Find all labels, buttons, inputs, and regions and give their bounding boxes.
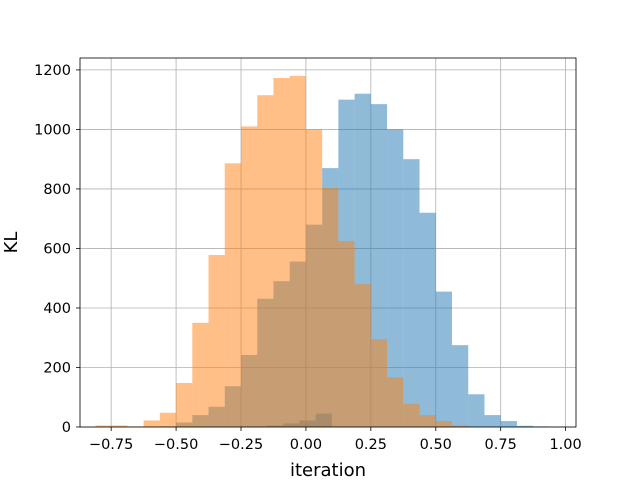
histogram-bar: [257, 95, 274, 428]
x-tick-label: −0.75: [89, 437, 133, 453]
histogram-bar: [95, 425, 112, 427]
histogram-bar: [387, 377, 404, 427]
y-tick-label: 200: [43, 360, 71, 376]
y-tick-label: 400: [43, 301, 71, 317]
histogram-bar: [370, 339, 388, 427]
histogram-bar: [435, 291, 452, 427]
histogram-bar: [387, 129, 404, 427]
histogram-bar: [419, 415, 436, 427]
histogram-bar: [516, 425, 534, 427]
histogram-bar: [208, 254, 225, 427]
histogram-bar: [419, 212, 436, 427]
x-tick-label: 0.75: [485, 437, 517, 453]
y-tick-label: 1200: [34, 63, 71, 79]
histogram-bar: [224, 163, 242, 427]
histogram-bar: [289, 75, 306, 428]
histogram-bars: [95, 75, 566, 428]
axis-ticks: −0.75 −0.50 −0.25 0.00 0.25 0.50 0.75 1.00 0 200 4…: [34, 63, 582, 453]
histogram-bar: [305, 129, 323, 427]
histogram-series-2: [95, 75, 485, 428]
histogram-bar: [484, 415, 501, 427]
histogram-bar: [403, 403, 420, 427]
y-axis-label: KL: [1, 232, 22, 254]
plot-frame: [79, 57, 577, 428]
histogram-bar: [338, 241, 355, 427]
x-tick-label: 1.00: [549, 437, 581, 453]
x-tick-label: 0.00: [290, 437, 322, 453]
histogram-bar: [435, 421, 452, 427]
y-tick-label: 0: [62, 420, 71, 436]
x-axis-label: iteration: [290, 460, 366, 480]
histogram-bar: [111, 425, 128, 427]
x-tick-label: 0.25: [355, 437, 387, 453]
histogram-bar: [452, 425, 469, 427]
histogram-bar: [500, 421, 517, 427]
histogram-bar: [176, 382, 193, 427]
x-tick-label: −0.50: [154, 437, 198, 453]
y-tick-label: 600: [43, 241, 71, 257]
histogram-bar: [159, 412, 177, 427]
histogram-bar: [241, 126, 258, 428]
histogram-bar: [403, 159, 420, 427]
x-tick-label: −0.25: [219, 437, 263, 453]
histogram-bar: [273, 77, 290, 428]
histogram-bar: [322, 188, 339, 427]
histogram-bar: [192, 322, 209, 427]
y-tick-label: 800: [43, 182, 71, 198]
histogram-bar: [468, 394, 485, 427]
histogram-bar: [452, 345, 469, 427]
x-tick-label: 0.50: [420, 437, 452, 453]
y-tick-label: 1000: [34, 122, 71, 138]
histogram-bar: [143, 420, 160, 427]
histogram-bar: [354, 284, 371, 427]
